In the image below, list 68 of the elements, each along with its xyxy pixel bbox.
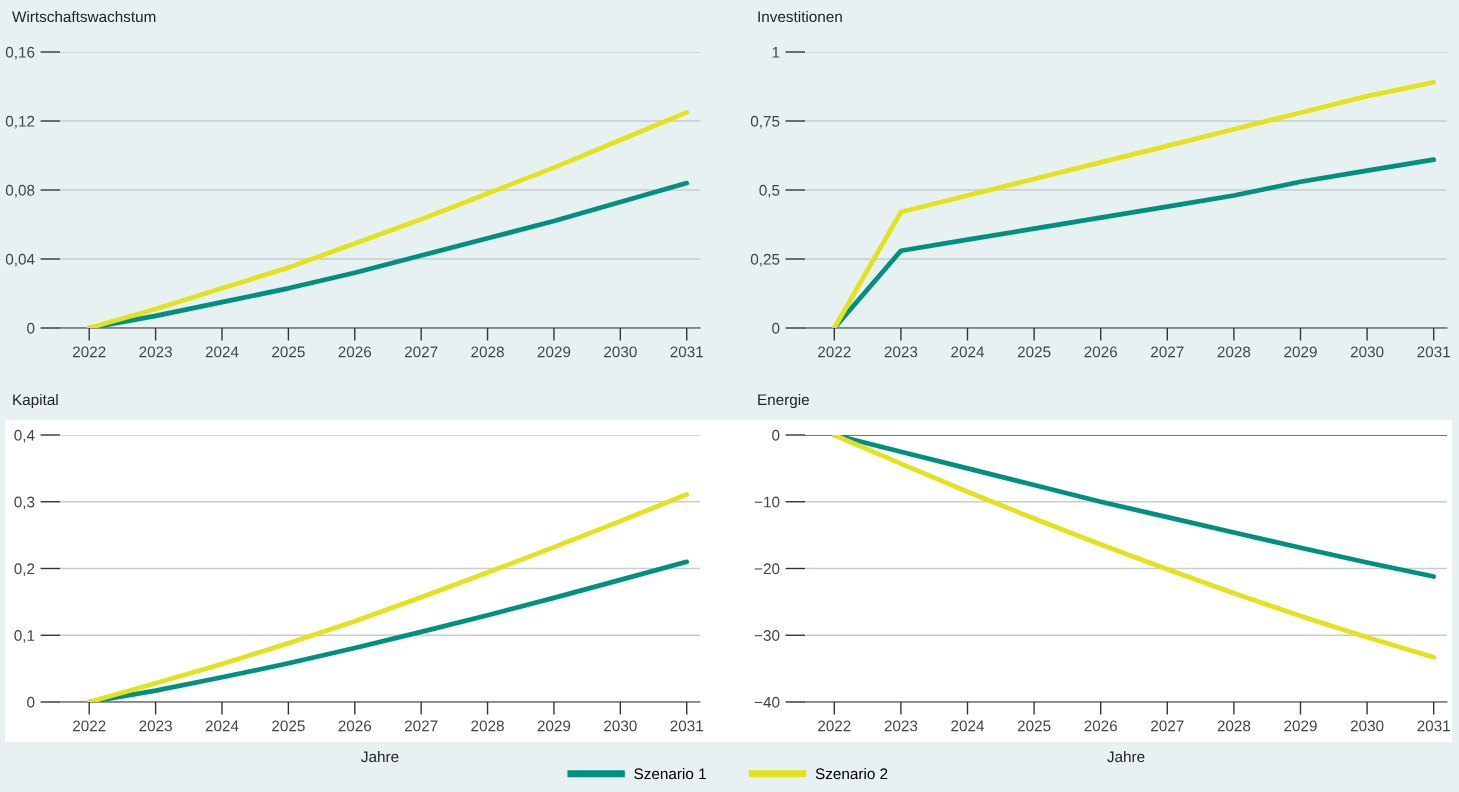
x-tick-label: 2024 xyxy=(951,720,985,732)
x-tick-label: 2028 xyxy=(471,720,504,732)
x-tick-label: 2031 xyxy=(1417,346,1450,358)
y-tick-label: −40 xyxy=(754,696,780,708)
y-tick-label: 0 xyxy=(772,322,780,334)
x-axis-title: Jahre xyxy=(1107,750,1145,763)
y-tick-label: 1 xyxy=(772,47,780,58)
x-tick-label: 2022 xyxy=(818,346,851,358)
chart-title: Wirtschaftswachstum xyxy=(12,10,156,23)
x-tick-label: 2030 xyxy=(1350,720,1384,732)
chart-title: Kapital xyxy=(13,393,58,409)
x-axis-title: Jahre xyxy=(361,750,399,763)
y-tick-label: 0 xyxy=(27,322,35,334)
x-tick-label: 2029 xyxy=(537,346,571,358)
chart-title: Investitionen xyxy=(758,10,842,23)
x-tick-label: 2025 xyxy=(272,720,305,732)
x-tick-label: 2023 xyxy=(884,346,918,358)
y-tick-label: 0,75 xyxy=(750,115,780,129)
x-tick-label: 2027 xyxy=(404,720,438,732)
x-tick-label: 2024 xyxy=(205,720,239,732)
x-tick-label: 2028 xyxy=(471,346,504,358)
x-tick-label: 2025 xyxy=(1017,720,1051,732)
y-tick-label: 0 xyxy=(27,696,35,708)
y-tick-label: 0,5 xyxy=(759,184,780,198)
y-tick-label: 0,2 xyxy=(14,563,35,576)
x-tick-label: 2027 xyxy=(1151,720,1184,732)
x-tick-label: 2026 xyxy=(1084,720,1118,732)
x-tick-label: 2031 xyxy=(670,720,703,732)
x-tick-label: 2029 xyxy=(537,720,571,732)
x-tick-label: 2029 xyxy=(1284,346,1317,358)
x-tick-label: 2023 xyxy=(139,346,172,358)
y-tick-label: 0,1 xyxy=(14,630,35,643)
x-tick-label: 2022 xyxy=(72,346,106,358)
x-tick-label: 2030 xyxy=(604,720,637,732)
x-tick-label: 2026 xyxy=(338,346,372,358)
y-tick-label: 0,08 xyxy=(5,184,35,198)
x-tick-label: 2023 xyxy=(139,720,172,732)
x-tick-label: 2031 xyxy=(1417,720,1450,732)
y-tick-label: 0,3 xyxy=(14,496,35,510)
y-tick-label: 0 xyxy=(772,429,780,441)
y-tick-label: 0,25 xyxy=(750,253,780,267)
x-tick-label: 2025 xyxy=(272,346,305,358)
legend-label: Szenario 2 xyxy=(815,767,888,780)
x-tick-label: 2024 xyxy=(951,346,985,358)
x-tick-label: 2022 xyxy=(818,720,851,732)
x-tick-label: 2026 xyxy=(1084,346,1118,358)
chart-title: Energie xyxy=(758,393,809,409)
y-tick-label: −10 xyxy=(754,496,780,508)
x-tick-label: 2027 xyxy=(404,346,438,358)
x-tick-label: 2024 xyxy=(205,346,239,358)
y-tick-label: 0,16 xyxy=(5,46,35,60)
y-tick-label: 0,04 xyxy=(5,253,35,267)
x-tick-label: 2030 xyxy=(1350,346,1384,358)
x-tick-label: 2027 xyxy=(1151,346,1184,358)
legend-label: Szenario 1 xyxy=(634,767,706,780)
y-tick-label: 0,4 xyxy=(14,429,35,443)
x-tick-label: 2023 xyxy=(884,720,918,732)
y-tick-label: −20 xyxy=(754,563,780,575)
x-tick-label: 2022 xyxy=(72,720,106,732)
y-tick-label: −30 xyxy=(754,630,780,641)
x-tick-label: 2030 xyxy=(604,346,637,358)
x-tick-label: 2026 xyxy=(338,720,372,732)
x-tick-label: 2031 xyxy=(670,346,703,358)
y-tick-label: 0,12 xyxy=(5,115,35,129)
x-tick-label: 2028 xyxy=(1217,720,1251,732)
x-tick-label: 2029 xyxy=(1284,720,1317,732)
x-tick-label: 2025 xyxy=(1017,346,1051,358)
x-tick-label: 2028 xyxy=(1217,346,1251,358)
